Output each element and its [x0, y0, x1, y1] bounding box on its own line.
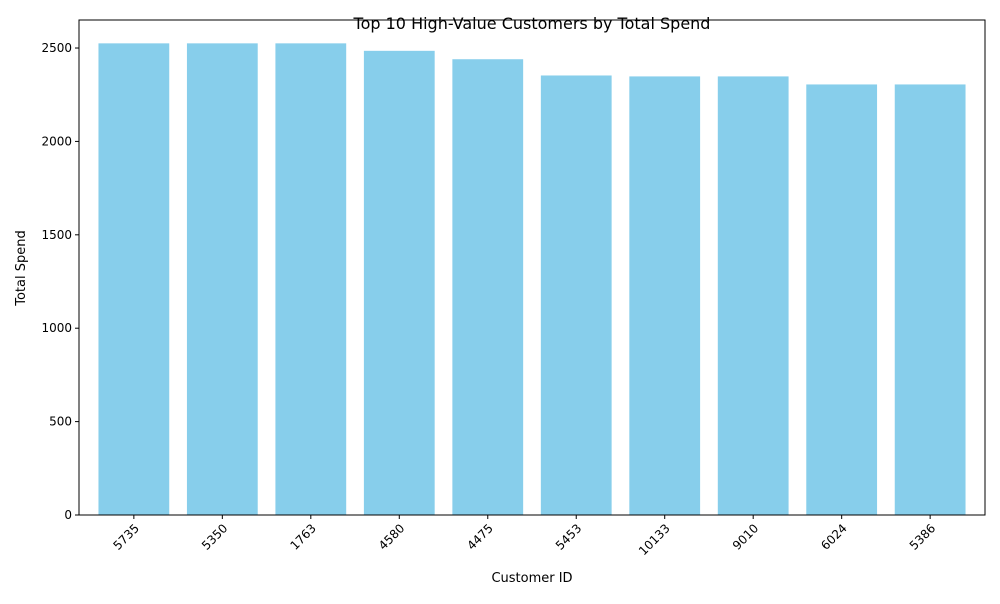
x-tick-label: 5735 — [110, 521, 141, 552]
bar-9010 — [717, 76, 789, 516]
y-tick-label: 2000 — [41, 134, 72, 148]
y-axis: 0 500 1000 1500 2000 2500 — [41, 41, 79, 522]
y-tick-label: 0 — [64, 508, 72, 522]
bar-1763 — [275, 43, 347, 515]
chart-title: Top 10 High-Value Customers by Total Spe… — [353, 14, 711, 33]
x-tick-label: 1763 — [287, 521, 318, 552]
y-tick-label: 2500 — [41, 41, 72, 55]
bars-layer — [98, 43, 966, 516]
y-tick-label: 1000 — [41, 321, 72, 335]
x-tick-label: 5350 — [199, 521, 230, 552]
bar-10133 — [629, 76, 701, 516]
bar-4580 — [363, 50, 435, 516]
y-tick-label: 1500 — [41, 228, 72, 242]
x-tick-label: 9010 — [730, 521, 761, 552]
x-axis: 5735 5350 1763 4580 4475 5453 10133 9010 6024 538… — [110, 515, 938, 558]
plot-frame — [78, 19, 986, 516]
bar-5735 — [98, 43, 170, 515]
x-axis-label: Customer ID — [491, 571, 572, 586]
x-tick-label: 6024 — [818, 521, 849, 552]
y-tick-label: 500 — [49, 415, 72, 429]
x-tick-label: 4475 — [464, 521, 495, 552]
bar-4475 — [452, 59, 524, 516]
x-tick-label: 5453 — [553, 521, 584, 552]
bar-5350 — [186, 43, 258, 515]
x-tick-label: 10133 — [636, 521, 673, 558]
x-tick-label: 5386 — [907, 521, 938, 552]
bar-5453 — [540, 75, 612, 515]
bar-5386 — [894, 84, 966, 516]
bar-6024 — [806, 84, 878, 516]
x-tick-label: 4580 — [376, 521, 407, 552]
y-axis-label: Total Spend — [14, 230, 29, 307]
